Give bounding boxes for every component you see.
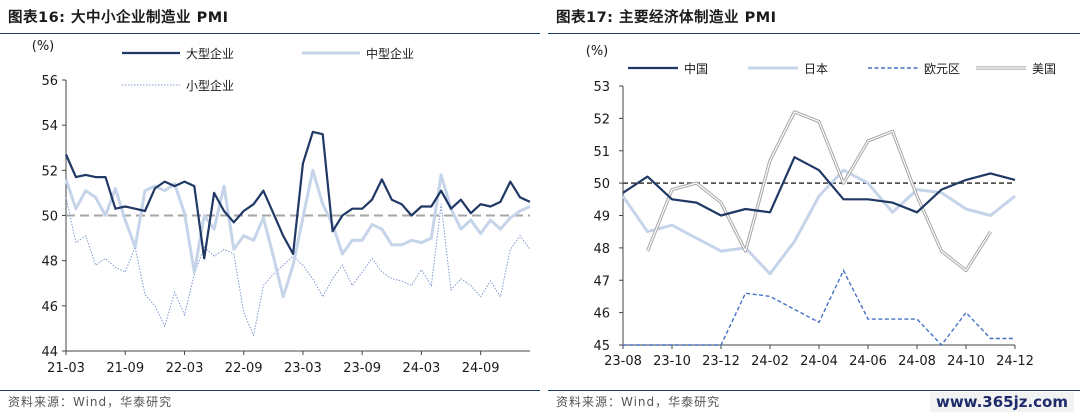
series-line-china bbox=[622, 156, 1016, 217]
y-tick-label-right: 50 bbox=[593, 177, 610, 192]
chart-left: (%) 44 46 48 50 52 54 56 21-03 21-09 22-03 22-09 23-… bbox=[32, 39, 531, 376]
series-line-small bbox=[65, 197, 531, 337]
legend-label-china: 中国 bbox=[684, 61, 708, 76]
legend-label-large: 大型企业 bbox=[186, 46, 234, 61]
y-tick-label-right: 48 bbox=[593, 242, 610, 257]
y-tick-label-left: 46 bbox=[41, 300, 58, 315]
series-line-eurozone bbox=[623, 268, 1015, 347]
y-tick-label-right: 46 bbox=[593, 307, 610, 322]
chart-panel-right: 图表17: 主要经济体制造业 PMI (%) 45 46 47 48 49 50 51 52 53… bbox=[548, 0, 1080, 417]
watermark: www.365jz.com bbox=[929, 392, 1074, 412]
source-note-left: 资料来源：Wind，华泰研究 bbox=[8, 395, 173, 409]
y-tick-label-right: 45 bbox=[593, 339, 610, 354]
x-tick-label-right: 24-08 bbox=[898, 354, 936, 369]
x-tick-label-left: 22-03 bbox=[166, 361, 204, 376]
series-line-usa-inner bbox=[646, 111, 992, 272]
y-tick-label-left: 50 bbox=[41, 210, 58, 225]
legend-label-eurozone: 欧元区 bbox=[924, 62, 960, 76]
y-axis-unit-right: (%) bbox=[586, 44, 609, 59]
x-tick-label-right: 24-06 bbox=[849, 354, 887, 369]
y-tick-label-right: 53 bbox=[593, 80, 610, 95]
x-tick-label-left: 24-03 bbox=[403, 361, 441, 376]
y-tick-label-right: 49 bbox=[593, 210, 610, 225]
y-tick-label-left: 44 bbox=[41, 345, 58, 360]
x-tick-label-left: 21-09 bbox=[106, 361, 144, 376]
y-tick-label-left: 56 bbox=[41, 74, 58, 89]
title-rule-left bbox=[0, 33, 540, 34]
series-line-medium bbox=[64, 168, 531, 299]
source-note-right: 资料来源：Wind，华泰研究 bbox=[556, 395, 721, 409]
x-tick-label-left: 24-09 bbox=[462, 361, 500, 376]
x-tick-label-right: 23-12 bbox=[702, 354, 740, 369]
chart-title-left: 图表16: 大中小企业制造业 PMI bbox=[8, 10, 229, 26]
chart-panel-left: 图表16: 大中小企业制造业 PMI (%) 44 46 48 50 52 54 56 21-0… bbox=[0, 10, 540, 409]
y-tick-label-left: 48 bbox=[41, 255, 58, 270]
x-tick-label-left: 23-09 bbox=[343, 361, 381, 376]
legend-label-small: 小型企业 bbox=[186, 78, 234, 93]
x-tick-label-right: 24-04 bbox=[800, 354, 838, 369]
legend-label-japan: 日本 bbox=[804, 62, 828, 76]
chart-right: (%) 45 46 47 48 49 50 51 52 53 23-08 23-10 23-12 24-0… bbox=[586, 44, 1056, 369]
y-tick-label-right: 52 bbox=[593, 112, 610, 127]
source-rule-right bbox=[548, 390, 1080, 391]
x-tick-label-left: 21-03 bbox=[47, 361, 85, 376]
x-tick-label-left: 22-09 bbox=[225, 361, 263, 376]
series-line-large bbox=[64, 130, 531, 260]
y-tick-label-right: 51 bbox=[593, 145, 610, 160]
x-tick-label-right: 24-10 bbox=[947, 354, 985, 369]
y-axis-unit-left: (%) bbox=[32, 39, 55, 54]
x-tick-label-right: 23-10 bbox=[653, 354, 691, 369]
chart-title-right: 图表17: 主要经济体制造业 PMI bbox=[556, 10, 777, 26]
x-tick-label-right: 24-12 bbox=[996, 354, 1034, 369]
legend-label-medium: 中型企业 bbox=[366, 46, 414, 61]
x-tick-label-right: 23-08 bbox=[604, 354, 642, 369]
legend-label-usa: 美国 bbox=[1032, 62, 1056, 76]
x-tick-label-left: 23-03 bbox=[284, 361, 322, 376]
source-rule-left bbox=[0, 390, 540, 391]
series-line-japan bbox=[621, 168, 1016, 276]
y-tick-label-left: 54 bbox=[41, 119, 58, 134]
y-tick-label-right: 47 bbox=[593, 274, 610, 289]
x-tick-label-right: 24-02 bbox=[751, 354, 789, 369]
title-rule-right bbox=[548, 33, 1080, 34]
y-tick-label-left: 52 bbox=[41, 164, 58, 179]
